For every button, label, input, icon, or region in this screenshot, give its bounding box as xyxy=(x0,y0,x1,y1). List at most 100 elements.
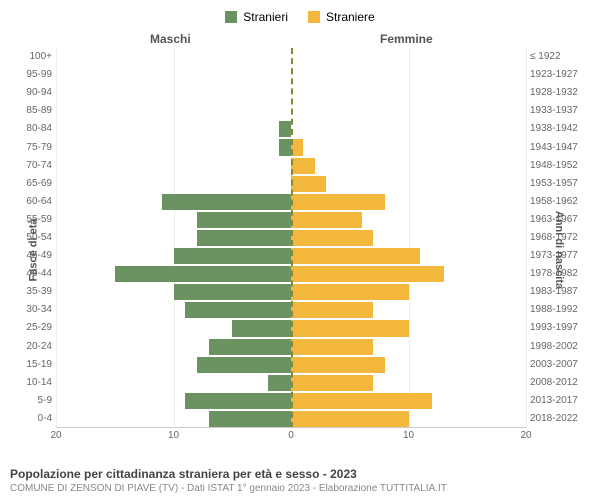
legend-label-male: Stranieri xyxy=(243,10,288,24)
bar-female xyxy=(291,302,373,318)
chart-title: Popolazione per cittadinanza straniera p… xyxy=(10,467,590,481)
bar-half-female xyxy=(291,229,526,247)
age-label: 0-4 xyxy=(14,414,52,424)
bar-half-male xyxy=(56,374,291,392)
bar-half-male xyxy=(56,138,291,156)
y-right-labels: ≤ 19221923-19271928-19321933-19371938-19… xyxy=(530,48,588,428)
age-label: 55-59 xyxy=(14,215,52,225)
age-label: 10-14 xyxy=(14,378,52,388)
x-tick: 20 xyxy=(520,430,531,441)
bar-male xyxy=(197,357,291,373)
bar-female xyxy=(291,375,373,391)
bar-female xyxy=(291,230,373,246)
bar-half-female xyxy=(291,175,526,193)
x-tick: 20 xyxy=(50,430,61,441)
bar-male xyxy=(115,266,291,282)
birth-year-label: 1988-1992 xyxy=(530,305,588,315)
x-axis-line xyxy=(56,427,526,428)
birth-year-label: 1963-1967 xyxy=(530,215,588,225)
bar-half-male xyxy=(56,66,291,84)
bar-half-female xyxy=(291,338,526,356)
bar-half-female xyxy=(291,66,526,84)
legend-swatch-male xyxy=(225,11,237,23)
bar-male xyxy=(209,411,291,427)
bar-male xyxy=(279,121,291,137)
age-label: 75-79 xyxy=(14,143,52,153)
footer: Popolazione per cittadinanza straniera p… xyxy=(10,467,590,494)
bar-male xyxy=(279,139,291,155)
age-label: 15-19 xyxy=(14,360,52,370)
bar-female xyxy=(291,320,409,336)
bar-female xyxy=(291,357,385,373)
birth-year-label: 1928-1932 xyxy=(530,88,588,98)
age-label: 5-9 xyxy=(14,396,52,406)
bar-half-female xyxy=(291,102,526,120)
bar-half-male xyxy=(56,48,291,66)
bar-half-male xyxy=(56,193,291,211)
bar-male xyxy=(185,393,291,409)
age-label: 30-34 xyxy=(14,305,52,315)
birth-year-label: 2018-2022 xyxy=(530,414,588,424)
bar-female xyxy=(291,266,444,282)
birth-year-label: 1948-1952 xyxy=(530,161,588,171)
x-tick: 10 xyxy=(168,430,179,441)
bar-male xyxy=(174,248,292,264)
birth-year-label: 1968-1972 xyxy=(530,233,588,243)
bar-half-female xyxy=(291,247,526,265)
bar-half-female xyxy=(291,319,526,337)
bar-half-male xyxy=(56,229,291,247)
bar-half-male xyxy=(56,247,291,265)
bar-male xyxy=(197,230,291,246)
bar-half-male xyxy=(56,319,291,337)
bar-half-male xyxy=(56,175,291,193)
bar-half-male xyxy=(56,338,291,356)
bar-half-female xyxy=(291,265,526,283)
birth-year-label: 1993-1997 xyxy=(530,323,588,333)
plot-area: 100+95-9990-9485-8980-8475-7970-7465-696… xyxy=(56,48,526,428)
bar-half-female xyxy=(291,84,526,102)
bar-female xyxy=(291,176,326,192)
age-label: 35-39 xyxy=(14,287,52,297)
chart-container: Stranieri Straniere Maschi Femmine Fasce… xyxy=(0,0,600,500)
birth-year-label: 1958-1962 xyxy=(530,197,588,207)
birth-year-label: 2008-2012 xyxy=(530,378,588,388)
age-label: 20-24 xyxy=(14,342,52,352)
bar-male xyxy=(185,302,291,318)
birth-year-label: 1938-1942 xyxy=(530,124,588,134)
bar-half-male xyxy=(56,84,291,102)
age-label: 50-54 xyxy=(14,233,52,243)
bar-male xyxy=(232,320,291,336)
bar-half-female xyxy=(291,374,526,392)
birth-year-label: 1953-1957 xyxy=(530,179,588,189)
bar-half-female xyxy=(291,120,526,138)
age-label: 60-64 xyxy=(14,197,52,207)
bars-area xyxy=(56,48,526,428)
legend-item-female: Straniere xyxy=(308,10,375,24)
bar-male xyxy=(197,212,291,228)
x-axis: 20 10 0 10 20 xyxy=(56,430,526,444)
bar-male xyxy=(209,339,291,355)
bar-half-female xyxy=(291,211,526,229)
bar-half-male xyxy=(56,283,291,301)
bar-half-female xyxy=(291,392,526,410)
bar-female xyxy=(291,284,409,300)
age-label: 70-74 xyxy=(14,161,52,171)
bar-male xyxy=(162,194,291,210)
bar-half-female xyxy=(291,410,526,428)
bar-female xyxy=(291,339,373,355)
birth-year-label: 1973-1977 xyxy=(530,251,588,261)
bar-half-female xyxy=(291,48,526,66)
chart-subtitle: COMUNE DI ZENSON DI PIAVE (TV) - Dati IS… xyxy=(10,483,590,494)
age-label: 85-89 xyxy=(14,106,52,116)
age-label: 40-44 xyxy=(14,269,52,279)
header-male: Maschi xyxy=(150,32,191,46)
birth-year-label: 1983-1987 xyxy=(530,287,588,297)
bar-female xyxy=(291,194,385,210)
legend-swatch-female xyxy=(308,11,320,23)
bar-half-male xyxy=(56,392,291,410)
bar-half-male xyxy=(56,301,291,319)
legend-label-female: Straniere xyxy=(326,10,375,24)
center-line xyxy=(291,48,293,428)
birth-year-label: 2013-2017 xyxy=(530,396,588,406)
age-label: 100+ xyxy=(14,52,52,62)
